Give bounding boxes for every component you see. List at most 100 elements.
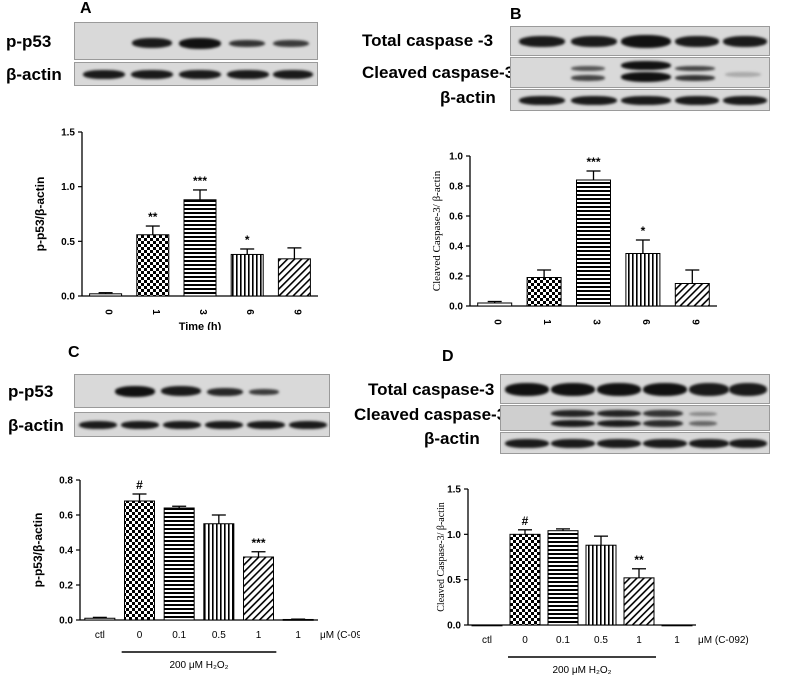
bar <box>674 283 710 307</box>
significance-label: ** <box>148 210 158 224</box>
blot-label-p-p53: p-p53 <box>8 382 54 401</box>
y-tick-label: 0.8 <box>59 476 73 487</box>
y-tick-label: 0.0 <box>61 292 75 303</box>
x-tick-label: 0.1 <box>556 635 570 646</box>
panel-b: B Total caspase -3 Cleaved caspase-3 β-a… <box>360 0 789 330</box>
bar <box>84 617 116 621</box>
bar <box>124 500 155 621</box>
significance-label: *** <box>586 155 600 169</box>
panel-letter: D <box>442 348 454 365</box>
western-blot-beta-actin <box>510 89 770 111</box>
y-tick-label: 0.4 <box>449 242 463 253</box>
y-tick-label: 0.0 <box>449 302 463 313</box>
bar-chart-c: 0.0 0.2 0.4 0.6 0.8 p-p53/β-actin ctl #0 0.1 0.5 *… <box>31 476 360 672</box>
significance-label: * <box>641 224 646 238</box>
bar <box>277 258 311 297</box>
y-tick-label: 0.0 <box>59 616 73 627</box>
bar <box>243 556 274 621</box>
x-tick-label: 6 <box>244 309 255 315</box>
panel-letter: A <box>80 0 92 17</box>
bar <box>547 530 579 626</box>
x-tick-label: 1 <box>295 630 301 641</box>
bar <box>585 544 617 626</box>
x-tick-label: 0 <box>103 309 114 315</box>
x-tick-label: ctl <box>95 630 105 641</box>
blot-label-p-p53: p-p53 <box>6 32 52 51</box>
x-tick-label: 9 <box>689 319 700 325</box>
western-blot-beta-actin <box>74 412 330 437</box>
blot-label-cleaved-caspase-3: Cleaved caspase-3 <box>354 405 507 424</box>
y-axis-label: Cleaved Caspase-3/ β-actin <box>431 170 443 291</box>
y-tick-label: 0.8 <box>449 182 463 193</box>
western-blot-p-p53 <box>74 22 318 60</box>
x-tick-label: 0 <box>522 635 528 646</box>
y-tick-label: 0.2 <box>59 581 73 592</box>
bar-chart-a: 0.0 0.5 1.0 1.5 p-p53/β-actin 0 ** 1 *** 3 * 6 9 Time… <box>33 128 318 330</box>
bar <box>477 302 513 307</box>
unit-label: μM (C-092) <box>698 635 749 646</box>
x-tick-label: 1 <box>541 319 552 325</box>
panel-a: A p-p53 β-actin 0.0 0.5 1.0 1.5 p-p53/β-acti… <box>0 0 360 330</box>
x-tick-label: 0.5 <box>212 630 226 641</box>
y-tick-label: 1.5 <box>61 128 75 139</box>
y-tick-label: 0.0 <box>447 621 461 632</box>
significance-label: *** <box>193 174 207 188</box>
bar <box>203 523 235 621</box>
blot-label-total-caspase-3: Total caspase-3 <box>368 380 495 399</box>
western-blot-total-caspase-3 <box>510 26 770 56</box>
y-tick-label: 1.5 <box>447 485 461 496</box>
y-axis-label: p-p53/β-actin <box>31 513 45 588</box>
bar-chart-b: 0.0 0.2 0.4 0.6 0.8 1.0 Cleaved Caspase-3/ β-a… <box>431 152 717 325</box>
bar <box>625 253 661 307</box>
y-tick-label: 0.4 <box>59 546 73 557</box>
x-tick-label: 1 <box>674 635 680 646</box>
western-blot-p-p53 <box>74 374 330 408</box>
panel-letter: B <box>510 6 522 23</box>
treatment-label: 200 μM H₂O₂ <box>169 660 228 671</box>
western-blot-beta-actin <box>74 62 318 86</box>
panel-d: D Total caspase-3 Cleaved caspase-3 β-ac… <box>354 340 789 681</box>
y-tick-label: 1.0 <box>61 182 75 193</box>
blot-label-total-caspase-3: Total caspase -3 <box>362 31 494 50</box>
panel-letter: C <box>68 344 80 361</box>
y-tick-label: 1.0 <box>447 530 461 541</box>
western-blot-cleaved-caspase-3 <box>510 57 770 88</box>
y-tick-label: 0.5 <box>61 237 75 248</box>
blot-label-beta-actin: β-actin <box>6 65 62 84</box>
x-tick-label: 1 <box>256 630 262 641</box>
western-blot-total-caspase-3 <box>500 374 770 404</box>
x-tick-label: 3 <box>197 309 208 315</box>
western-blot-cleaved-caspase-3 <box>500 405 770 431</box>
bar <box>471 624 503 627</box>
bar <box>661 624 693 627</box>
x-tick-label: 0 <box>137 630 143 641</box>
y-axis-label: p-p53/β-actin <box>33 177 47 252</box>
significance-label: # <box>136 478 143 492</box>
bar <box>576 179 611 307</box>
treatment-label: 200 μM H₂O₂ <box>552 665 611 675</box>
x-tick-label: 0 <box>492 319 503 325</box>
unit-label: μM (C-092) <box>320 630 360 641</box>
x-tick-label: 0.1 <box>172 630 186 641</box>
x-tick-label: 1 <box>150 309 161 315</box>
y-tick-label: 0.6 <box>449 212 463 223</box>
y-tick-label: 0.2 <box>449 272 463 283</box>
y-axis-label: Cleaved Caspase-3/ β-actin <box>436 502 447 612</box>
x-tick-label: 6 <box>640 319 651 325</box>
x-tick-label: 3 <box>591 319 602 325</box>
x-tick-label: 9 <box>291 309 302 315</box>
blot-label-beta-actin: β-actin <box>440 88 496 107</box>
significance-label: # <box>522 514 529 528</box>
bar <box>509 533 541 626</box>
x-tick-label: 0.5 <box>594 635 608 646</box>
blot-label-beta-actin: β-actin <box>424 429 480 448</box>
blot-label-cleaved-caspase-3: Cleaved caspase-3 <box>362 63 515 82</box>
bar <box>526 277 562 307</box>
blot-label-beta-actin: β-actin <box>8 416 64 435</box>
x-tick-label: 1 <box>636 635 642 646</box>
x-axis-label: Time (h) <box>179 321 222 330</box>
bar <box>89 293 123 297</box>
y-tick-label: 0.5 <box>447 575 461 586</box>
significance-label: *** <box>251 536 265 550</box>
